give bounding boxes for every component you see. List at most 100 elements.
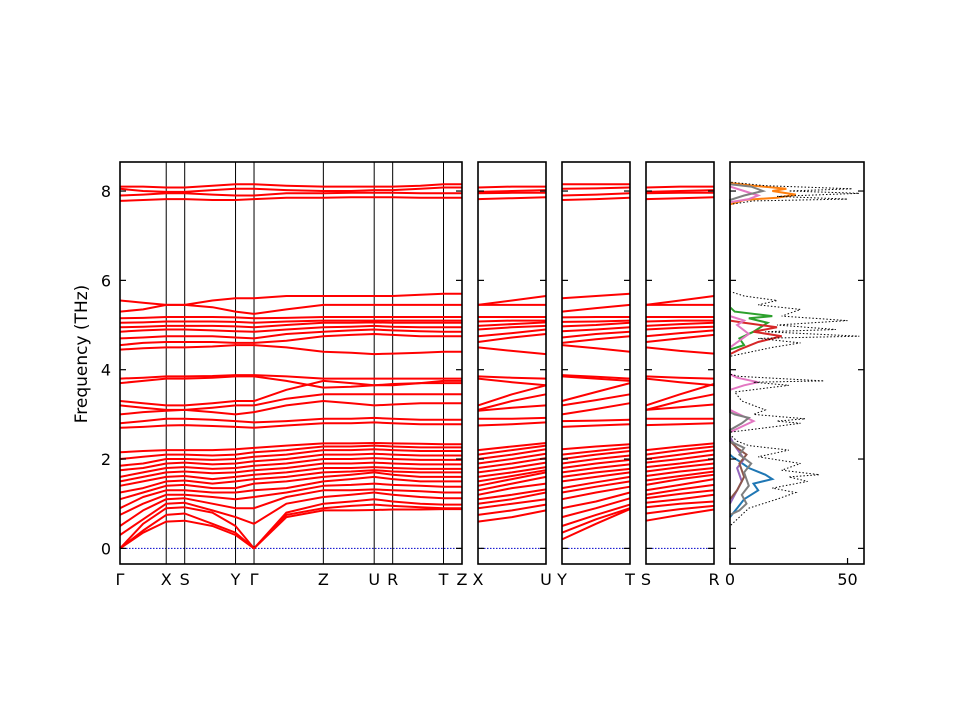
phonon-band (119, 191, 462, 197)
phonon-band (477, 509, 547, 523)
phonon-band (477, 346, 547, 356)
phonon-band (645, 329, 715, 338)
phonon-band (561, 423, 631, 428)
high-symmetry-label: Γ (250, 570, 259, 589)
phonon-band (119, 466, 462, 487)
phonon-band (477, 457, 547, 469)
phonon-band (645, 393, 715, 411)
phonon-band (561, 503, 631, 527)
phonon-band (645, 375, 715, 380)
panel-frame (645, 161, 715, 565)
phonon-band (645, 383, 715, 407)
phonon-band (478, 416, 547, 420)
panel-frame (561, 161, 631, 565)
high-symmetry-label: T (438, 570, 449, 589)
phonon-band (645, 295, 715, 306)
phonon-band (477, 452, 547, 465)
panel-frame (119, 161, 463, 565)
high-symmetry-label: U (368, 570, 380, 589)
phonon-band (561, 480, 631, 494)
phonon-band (561, 458, 631, 469)
phonon-band (645, 470, 715, 482)
phonon-band (119, 452, 462, 472)
phonon-band (645, 445, 715, 456)
y-tick-label: 2 (101, 450, 111, 469)
high-symmetry-label: T (624, 570, 635, 589)
projected-dos-curve (729, 306, 773, 351)
phonon-band (119, 461, 462, 483)
phonon-band (119, 328, 462, 340)
phonon-band (119, 421, 462, 429)
phonon-band (477, 377, 547, 387)
phonon-band (561, 508, 631, 541)
phonon-band (477, 295, 547, 306)
phonon-band (645, 377, 715, 387)
phonon-band (119, 400, 462, 416)
phonon-band (119, 471, 462, 501)
phonon-band (119, 475, 462, 510)
phonon-band (561, 485, 631, 501)
phonon-band (119, 316, 462, 320)
phonon-band (561, 303, 631, 313)
phonon-band (645, 403, 715, 411)
phonon-band (477, 404, 547, 412)
phonon-band (477, 471, 547, 487)
phonon-band (645, 458, 715, 469)
phonon-band (645, 504, 715, 515)
phonon-band (645, 467, 715, 477)
phonon-band (561, 382, 631, 402)
phonon-band (119, 393, 462, 411)
phonon-band (561, 319, 631, 323)
phonon-band (477, 393, 547, 411)
phonon-band (561, 454, 631, 465)
y-tick-label: 8 (101, 182, 111, 201)
phonon-band (561, 374, 631, 380)
dos-panel: 0 50 (725, 161, 865, 589)
phonon-band (119, 448, 462, 467)
phonon-band (477, 185, 546, 189)
phonon-band (119, 303, 462, 315)
high-symmetry-label: Y (230, 570, 241, 589)
dos-x-tick-label: 0 (725, 570, 735, 589)
phonon-band (119, 498, 462, 550)
phonon-band (561, 507, 631, 534)
phonon-band (645, 319, 714, 323)
phonon-band (119, 482, 462, 516)
phonon-band (561, 196, 631, 201)
phonon-band (119, 292, 462, 306)
phonon-band (477, 321, 547, 327)
y-axis-label: Frequency (THz) (72, 285, 92, 424)
phonon-band (561, 292, 631, 300)
projected-dos-curve (729, 319, 782, 356)
phonon-band (561, 491, 631, 510)
phonon-band (477, 196, 547, 201)
phonon-band (119, 491, 462, 536)
phonon-band (119, 324, 462, 333)
total-dos-curve (729, 181, 860, 553)
phonon-band (477, 482, 547, 496)
high-symmetry-label: R (708, 570, 719, 589)
high-symmetry-label: Γ (116, 570, 125, 589)
y-tick-label: 4 (101, 361, 111, 380)
phonon-band (477, 488, 547, 501)
phonon-band (561, 192, 631, 197)
phonon-band (119, 508, 462, 550)
phonon-band (645, 196, 715, 201)
high-symmetry-label: Z (457, 570, 468, 589)
projected-dos-curve (729, 440, 748, 500)
high-symmetry-label: R (387, 570, 398, 589)
high-symmetry-label: S (641, 570, 651, 589)
phonon-band (645, 483, 715, 496)
high-symmetry-label: U (540, 570, 552, 589)
phonon-band (561, 467, 631, 478)
phonon-band (119, 186, 462, 193)
phonon-band (645, 449, 715, 460)
phonon-band (645, 346, 715, 355)
phonon-band (645, 442, 715, 452)
phonon-band (119, 469, 462, 494)
